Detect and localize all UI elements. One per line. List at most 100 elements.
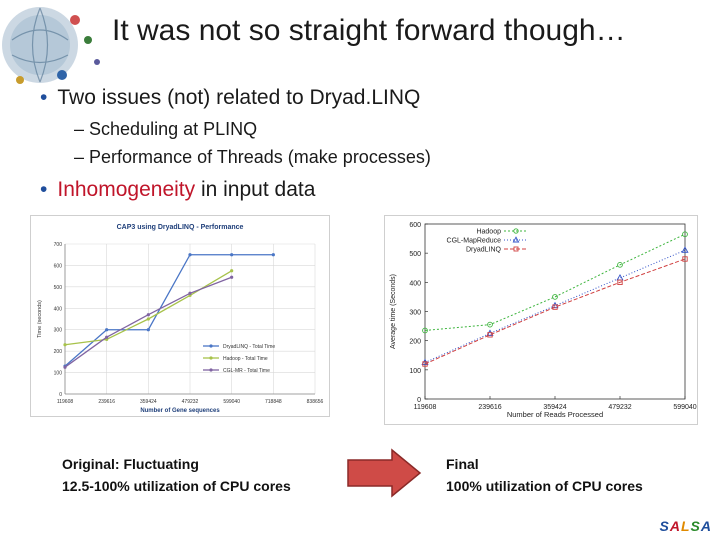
data-point — [422, 327, 428, 334]
y-tick-label: 100 — [54, 371, 63, 377]
series-line — [64, 254, 274, 367]
y-axis-label: Time (seconds) — [37, 300, 43, 338]
caption-line: Original: Fluctuating — [62, 456, 199, 472]
data-point — [105, 335, 109, 339]
logo-letter: S — [659, 518, 670, 534]
x-axis-label: Number of Reads Processed — [507, 410, 603, 419]
legend-marker — [513, 228, 519, 234]
data-point — [230, 253, 234, 257]
data-point — [63, 365, 67, 369]
data-point — [487, 332, 493, 338]
y-tick-label: 0 — [59, 392, 62, 398]
bullet-text: in input data — [195, 178, 316, 201]
y-tick-label: 600 — [409, 222, 421, 229]
logo-letter: S — [690, 518, 701, 534]
logo-letter: A — [669, 518, 681, 534]
x-tick-label: 119608 — [414, 404, 437, 411]
caption-final: Final 100% utilization of CPU cores — [446, 453, 643, 497]
x-tick-label: 718848 — [265, 399, 282, 405]
plot-frame — [424, 223, 686, 400]
y-tick-label: 500 — [54, 285, 63, 291]
logo-letter: A — [700, 518, 712, 534]
x-axis-label: Number of Gene sequences — [140, 408, 220, 414]
chart-final-svg: 0 100 200 300 400 500 600 119608 239616 359424 479… — [390, 222, 697, 419]
series-line — [424, 249, 686, 363]
dash-icon: – — [74, 147, 85, 167]
salsa-logo: SALSA — [660, 518, 713, 534]
y-tick-label: 700 — [54, 242, 63, 248]
data-point — [146, 317, 150, 321]
legend-label: CGL-MapReduce — [447, 238, 502, 245]
bullet-two-issues: • Two issues (not) related to Dryad.LINQ — [40, 86, 420, 110]
chart-original: CAP3 using DryadLINQ - Performance 0 100 20… — [30, 215, 330, 417]
chart-original-svg: CAP3 using DryadLINQ - Performance 0 100 20… — [37, 224, 324, 414]
data-point — [552, 294, 558, 300]
x-tick-label: 479232 — [182, 399, 199, 405]
x-tick-label: 479232 — [608, 404, 631, 411]
bullet-dot-icon: • — [40, 86, 48, 109]
legend-marker — [513, 246, 519, 252]
sub-bullet-text: Scheduling at PLINQ — [89, 119, 258, 139]
x-tick-label: 599040 — [223, 399, 240, 405]
y-tick-label: 400 — [409, 280, 421, 287]
legend-label: Hadoop — [476, 229, 501, 236]
caption-original: Original: Fluctuating 12.5-100% utilizat… — [62, 453, 291, 497]
dash-icon: – — [74, 119, 85, 139]
sub-bullet-threads: – Performance of Threads (make processes… — [74, 147, 431, 168]
x-tick-label: 239616 — [478, 404, 501, 411]
sub-bullet-scheduling: – Scheduling at PLINQ — [74, 119, 257, 140]
y-tick-label: 400 — [54, 306, 63, 312]
legend-marker — [512, 236, 520, 243]
right-arrow-icon — [347, 448, 422, 498]
data-point — [552, 304, 558, 310]
logo-letter: L — [680, 518, 691, 534]
y-tick-label: 300 — [54, 328, 63, 334]
data-point — [188, 253, 192, 257]
data-point — [188, 291, 192, 295]
y-tick-label: 600 — [54, 263, 63, 269]
bullet-dot-icon: • — [40, 178, 48, 201]
bullet-inhomogeneity: • Inhomogeneity in input data — [40, 178, 315, 202]
data-point — [146, 313, 150, 317]
legend-label: DryadLINQ — [466, 247, 502, 254]
y-axis-label: Average time (Seconds) — [390, 274, 397, 349]
bullet-text: Two issues (not) related to Dryad.LINQ — [57, 86, 421, 109]
data-point — [422, 361, 428, 367]
y-tick-label: 200 — [409, 339, 421, 346]
caption-line: 100% utilization of CPU cores — [446, 478, 643, 494]
series-line — [424, 233, 686, 331]
data-point — [487, 321, 493, 328]
data-point — [682, 256, 688, 262]
data-point — [146, 328, 150, 332]
legend-label: CGL-MR - Total Time — [223, 368, 270, 374]
data-point — [63, 343, 67, 347]
sub-bullet-text: Performance of Threads (make processes) — [89, 147, 431, 167]
y-tick-label: 200 — [54, 349, 63, 355]
x-tick-label: 599040 — [673, 404, 696, 411]
chart-final: 0 100 200 300 400 500 600 119608 239616 359424 479… — [384, 215, 698, 425]
data-point — [105, 328, 109, 332]
data-point — [271, 253, 275, 257]
legend-marker — [209, 356, 213, 360]
y-tick-label: 500 — [409, 251, 421, 258]
y-tick-label: 0 — [417, 397, 421, 404]
legend-marker — [209, 368, 213, 372]
legend-label: Hadoop - Total Time — [223, 356, 268, 362]
data-point — [230, 269, 234, 273]
globe-decoration-icon — [2, 7, 100, 84]
data-point — [617, 261, 623, 268]
slide-title: It was not so straight forward though… — [112, 14, 626, 47]
highlight-word: Inhomogeneity — [57, 178, 196, 201]
series-line — [424, 258, 686, 365]
y-tick-label: 300 — [409, 310, 421, 317]
caption-line: Final — [446, 456, 479, 472]
legend-label: DryadLINQ - Total Time — [223, 344, 275, 350]
legend-marker — [209, 344, 213, 348]
data-point — [681, 246, 689, 253]
chart-title: CAP3 using DryadLINQ - Performance — [117, 224, 244, 231]
caption-line: 12.5-100% utilization of CPU cores — [62, 478, 291, 494]
data-point — [230, 275, 234, 279]
data-point — [616, 274, 624, 281]
x-tick-label: 359424 — [543, 404, 566, 411]
